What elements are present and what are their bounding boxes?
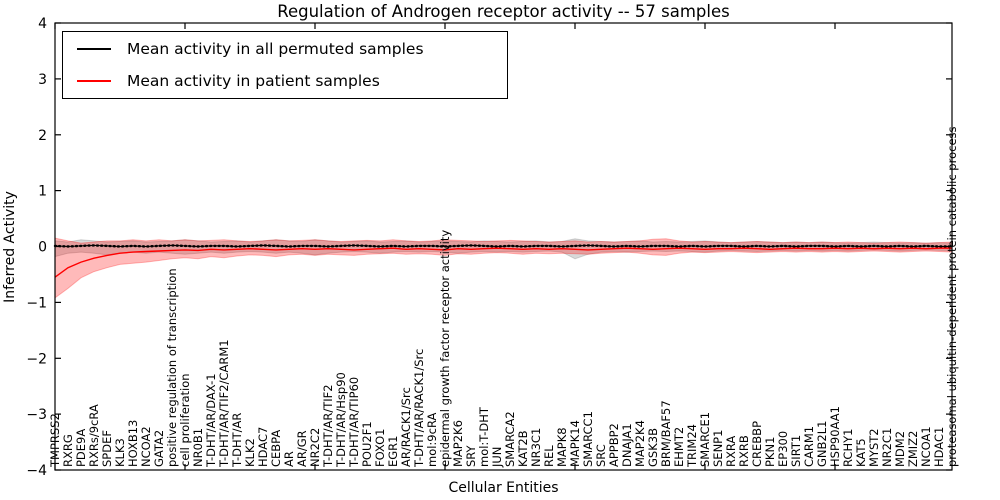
x-category-label: positive regulation of transcription [165, 268, 179, 467]
x-category-label: NCOA1 [919, 426, 933, 467]
x-category-label: EGR1 [386, 436, 400, 468]
x-category-label: NR0B1 [191, 428, 205, 467]
x-category-label: FOXO1 [373, 429, 387, 467]
x-category-label: T-DHT/AR/TIP60 [347, 377, 361, 468]
x-category-label: MAPK8 [555, 427, 569, 467]
x-category-label: PKN1 [763, 437, 777, 467]
x-category-label: KAT2B [516, 430, 530, 467]
x-category-label: T-DHT/AR/Hsp90 [334, 372, 348, 468]
y-tick-label: 2 [38, 128, 47, 144]
x-category-label: EHMT2 [672, 427, 686, 467]
y-tick-label: −4 [26, 463, 47, 479]
x-category-label: POU2F1 [360, 421, 374, 467]
legend-box: Mean activity in all permuted samples Me… [62, 31, 508, 99]
x-category-label: HOXB13 [126, 420, 140, 467]
x-category-label: T-DHT/AR/TIF2 [321, 384, 335, 468]
x-category-label: HDAC1 [932, 427, 946, 467]
x-category-label: DNAJA1 [620, 423, 634, 467]
x-axis-label: Cellular Entities [448, 480, 559, 496]
legend-item-permuted: Mean activity in all permuted samples [63, 35, 507, 63]
legend-label-permuted: Mean activity in all permuted samples [127, 40, 424, 59]
x-category-label: CARM1 [802, 426, 816, 467]
x-category-label: T-DHT/AR [230, 413, 244, 468]
x-category-label: T-DHT/AR/DAX-1 [204, 373, 218, 468]
x-category-label: SPDEF [100, 430, 114, 467]
x-category-label: SRY [464, 444, 478, 467]
x-category-label: HSP90AA1 [828, 406, 842, 467]
x-category-label: MAP2K4 [633, 420, 647, 467]
x-category-label: NR2C2 [308, 428, 322, 467]
x-category-label: RXRA [724, 436, 738, 467]
x-category-label: EP300 [776, 431, 790, 467]
line-patient-mean [54, 247, 952, 278]
x-category-label: SMARCE1 [698, 412, 712, 467]
x-category-label: PDE9A [74, 429, 88, 467]
x-category-label: KAT5 [854, 438, 868, 467]
x-category-label: GNB2L1 [815, 421, 829, 467]
x-category-label: JUN [490, 447, 504, 468]
x-category-label: RCHY1 [841, 429, 855, 467]
y-tick-label: −1 [26, 295, 47, 311]
x-category-label: MAPK14 [568, 420, 582, 467]
x-category-label: NR3C1 [529, 428, 543, 467]
x-category-label: AR/GR [295, 430, 309, 467]
x-category-label: SMARCC1 [581, 411, 595, 467]
x-category-label: AR [282, 451, 296, 467]
y-tick-label: −3 [26, 407, 47, 423]
legend-item-patient: Mean activity in patient samples [63, 67, 507, 95]
x-category-label: RXRG [61, 434, 75, 467]
legend-label-patient: Mean activity in patient samples [127, 71, 380, 90]
x-category-label: mol:T-DHT [477, 406, 491, 467]
y-tick-label: 4 [38, 16, 47, 32]
x-category-label: KLK2 [243, 438, 257, 467]
x-category-label: cell proliferation [178, 373, 192, 467]
x-category-label: CREBBP [750, 421, 764, 467]
legend-line-red [77, 79, 111, 82]
x-category-label: MDM2 [893, 431, 907, 467]
x-category-label: APPBP2 [607, 423, 621, 467]
x-category-label: NR2C1 [880, 428, 894, 467]
x-category-label: SIRT1 [789, 435, 803, 467]
chart-title: Regulation of Androgen receptor activity… [277, 2, 730, 21]
x-category-label: RXRB [737, 435, 751, 467]
y-tick-label: 1 [38, 184, 47, 200]
x-category-label: MYST2 [867, 428, 881, 467]
x-category-label: HDAC7 [256, 427, 270, 467]
legend-line-black [77, 48, 111, 51]
x-category-label: RXRs/9cRA [87, 404, 101, 467]
x-category-label: CEBPA [269, 430, 283, 467]
x-category-label: T-DHT/AR/TIF2/CARM1 [217, 339, 231, 468]
x-category-label: NCOA2 [139, 426, 153, 467]
x-category-label: ZMIZ2 [906, 431, 920, 467]
y-tick-label: 0 [38, 240, 47, 256]
x-category-label: epidermal growth factor receptor activit… [438, 230, 452, 467]
x-category-label: REL [542, 445, 556, 467]
x-category-label: GATA2 [152, 430, 166, 467]
x-category-label: T-DHT/AR/RACK1/Src [412, 349, 426, 468]
x-category-label: KLK3 [113, 438, 127, 467]
x-category-label: proteasomal ubiquitin-dependent protein … [945, 126, 959, 467]
x-category-label: MAP2K6 [451, 420, 465, 467]
line-permuted-markers [53, 244, 954, 248]
x-category-label: SMARCA2 [503, 411, 517, 467]
x-category-label: BRM/BAF57 [659, 400, 673, 467]
y-tick-label: −2 [26, 351, 47, 367]
x-category-label: SENP1 [711, 430, 725, 467]
y-axis-label: Inferred Activity [2, 191, 18, 303]
x-category-label: SRC [594, 444, 608, 467]
x-category-label: mol:9cRA [425, 413, 439, 467]
y-tick-label: 3 [38, 72, 47, 88]
x-category-label: TMPRSS2 [48, 413, 62, 468]
x-category-label: GSK3B [646, 428, 660, 467]
x-category-label: TRIM24 [685, 424, 699, 468]
x-category-label: AR/RACK1/Src [399, 387, 413, 467]
